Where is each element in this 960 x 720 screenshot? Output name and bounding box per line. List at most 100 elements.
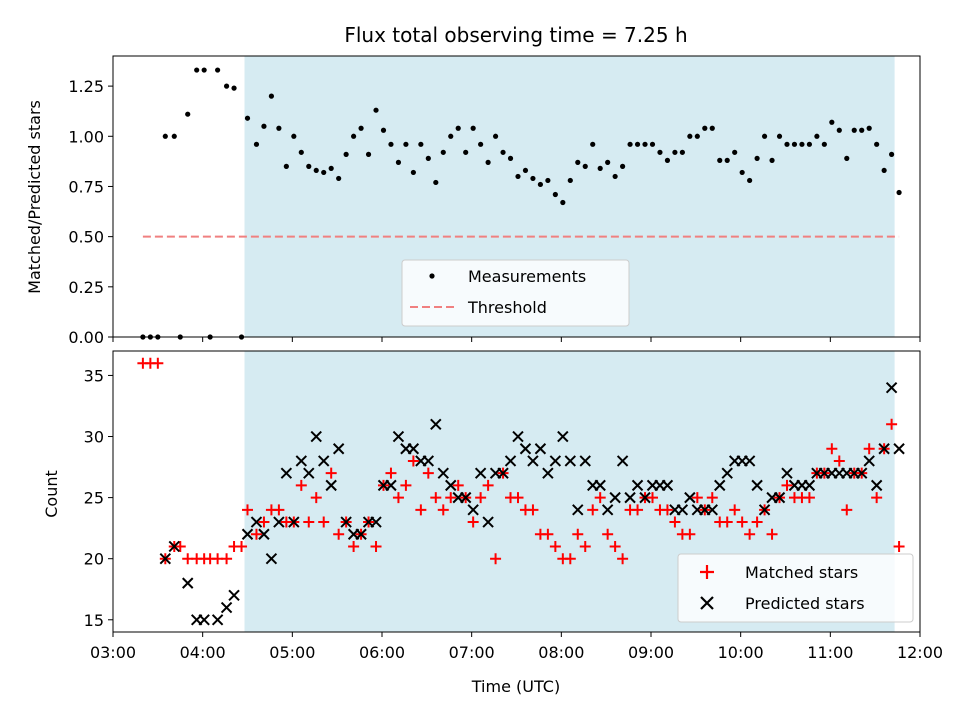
measurements-point [754, 155, 760, 161]
measurements-point [627, 141, 633, 147]
measurements-point [500, 149, 506, 155]
matched-stars-point [736, 516, 748, 528]
measurements-point [769, 157, 775, 163]
measurements-point [649, 141, 656, 147]
predicted-stars-point [422, 455, 435, 467]
measurements-point [687, 133, 693, 139]
measurements-point [328, 165, 334, 171]
top-plot-frame [112, 55, 921, 338]
matched-stars-point [579, 540, 591, 552]
matched-stars-point [609, 540, 621, 552]
predicted-stars-point [504, 455, 517, 467]
matched-stars-point [661, 504, 673, 516]
x-tick-label: 12:00 [897, 643, 943, 662]
predicted-stars-point [616, 455, 629, 467]
predicted-stars-point [579, 455, 591, 467]
matched-stars-point [467, 516, 479, 528]
matched-stars-point [490, 553, 502, 565]
measurements-point [253, 141, 260, 147]
predicted-stars-point [594, 479, 606, 492]
matched-stars-point [646, 492, 658, 504]
predicted-stars-point [370, 516, 382, 528]
top-y-tick-label: 0.00 [68, 328, 104, 347]
measurements-point [634, 141, 641, 147]
measurements-point [694, 133, 700, 139]
predicted-stars-point [280, 467, 293, 479]
predicted-stars-point [250, 516, 263, 528]
measurements-point [283, 163, 289, 169]
measurements-point [664, 157, 671, 163]
matched-stars-point [400, 479, 412, 491]
bottom-y-tick-label: 25 [84, 489, 104, 508]
measurements-point [463, 149, 469, 155]
measurements-point [717, 157, 723, 163]
measurements-point [231, 85, 237, 91]
measurements-point [776, 133, 783, 139]
measurements-point [425, 155, 431, 161]
predicted-stars-point [870, 479, 883, 492]
measurements-point [515, 173, 521, 180]
predicted-stars-point [519, 443, 532, 455]
measurements-point [620, 163, 626, 169]
measurements-point [851, 127, 857, 133]
measurements-point [343, 151, 349, 157]
matched-stars-point [587, 504, 599, 516]
predicted-stars-point [773, 491, 786, 504]
predicted-stars-point [803, 479, 816, 492]
measurements-point [881, 167, 887, 174]
predicted-stars-point [661, 479, 674, 492]
matched-stars-point [893, 540, 905, 552]
predicted-stars-point [856, 467, 868, 479]
x-tick-label: 08:00 [538, 643, 584, 662]
matched-stars-point [430, 492, 442, 504]
matched-stars-point [482, 479, 494, 491]
bottom-legend-box [677, 553, 914, 623]
predicted-stars-point [743, 455, 756, 467]
measurements-point [358, 125, 364, 131]
predicted-stars-point [318, 455, 330, 467]
predicted-stars-point [706, 504, 718, 516]
matched-stars-point [669, 516, 681, 528]
predicted-stars-point [497, 467, 509, 479]
measurements-point [321, 169, 327, 176]
matched-stars-point [632, 504, 644, 516]
measurements-point [859, 127, 865, 133]
predicted-stars-point [467, 504, 479, 516]
predicted-stars-point [407, 443, 420, 455]
measurements-point [889, 151, 895, 157]
bottom-plot-frame [112, 350, 921, 633]
legend-marker-measurements [429, 273, 435, 279]
predicted-stars-point [863, 455, 875, 467]
matched-stars-point [273, 504, 285, 516]
matched-stars-point [781, 479, 793, 491]
measurements-point [185, 111, 191, 117]
x-tick-label: 06:00 [359, 643, 405, 662]
predicted-stars-point [437, 467, 449, 479]
chart-title: Flux total observing time = 7.25 h [344, 23, 687, 47]
measurements-point [784, 141, 790, 147]
matched-stars-point [751, 516, 763, 528]
matched-stars-point [392, 492, 404, 504]
measurements-point [679, 149, 685, 155]
top-y-tick-label: 1.25 [68, 77, 104, 96]
measurements-point [844, 155, 850, 161]
matched-stars-point [572, 528, 584, 540]
measurements-point [612, 173, 618, 180]
measurements-point [388, 141, 394, 147]
bottom-y-tick-label: 30 [84, 428, 104, 447]
matched-stars-point [841, 504, 853, 516]
predicted-stars-point [288, 516, 300, 528]
measurements-point [829, 119, 835, 125]
matched-stars-point [766, 528, 778, 540]
measurements-point [201, 67, 207, 73]
measurements-point [194, 67, 200, 73]
predicted-stars-point [564, 455, 577, 467]
predicted-stars-point [159, 552, 172, 565]
matched-stars-point [721, 516, 733, 528]
measurements-point [365, 151, 372, 157]
matched-stars-point [691, 492, 703, 504]
measurements-point [448, 133, 454, 139]
matched-stars-point [527, 504, 539, 516]
bottom-legend: Matched stars Predicted stars [677, 553, 914, 623]
